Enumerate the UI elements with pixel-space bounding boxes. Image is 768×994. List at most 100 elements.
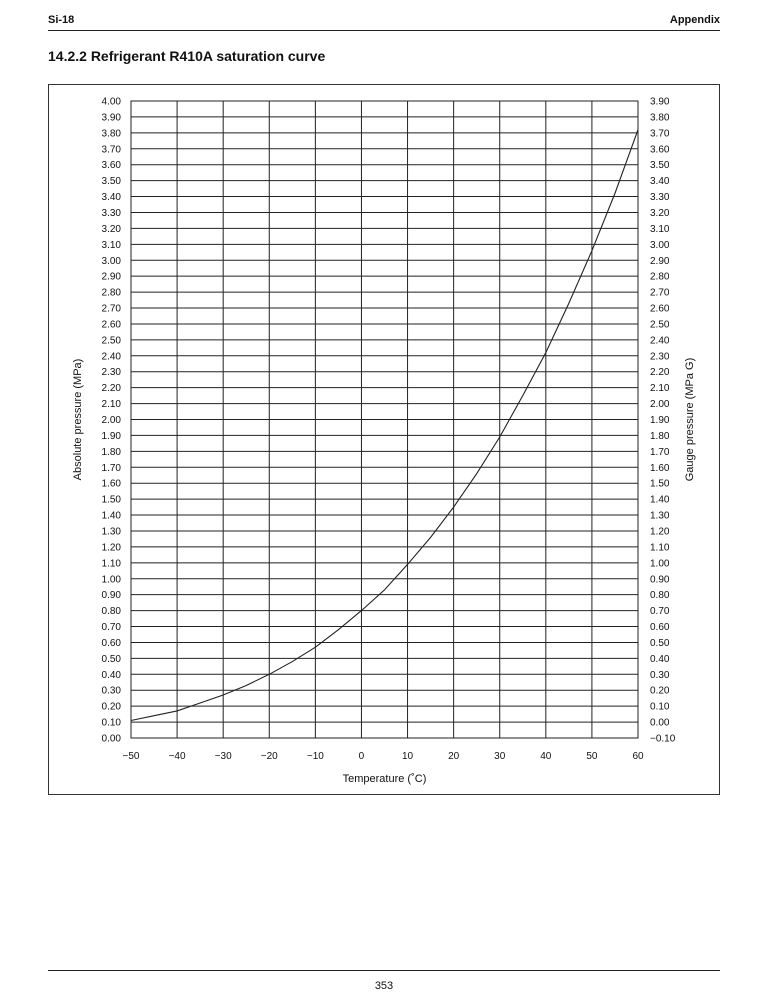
y-tick-label: 2.60 xyxy=(102,319,122,330)
y2-tick-label: 3.90 xyxy=(650,97,670,108)
y2-tick-label: 3.60 xyxy=(650,144,670,155)
y-tick-label: 3.90 xyxy=(102,112,122,123)
y-tick-label: 2.30 xyxy=(102,367,122,378)
y2-tick-label: 1.20 xyxy=(650,526,670,537)
y2-tick-label: 3.40 xyxy=(650,176,670,187)
chart-frame: 0.00 0.10 0.20 0.30 0.40 0.50 0.60 0.70 0.80 0.90… xyxy=(48,84,720,795)
left-axis-tick-labels: 0.00 0.10 0.20 0.30 0.40 0.50 0.60 0.70 0.80 0.90… xyxy=(102,97,122,745)
footer-divider xyxy=(48,970,720,971)
y2-tick-label: 2.50 xyxy=(650,319,670,330)
y-tick-label: 3.10 xyxy=(102,240,122,251)
y-tick-label: 0.40 xyxy=(102,670,122,681)
y2-tick-label: 2.40 xyxy=(650,335,670,346)
y2-tick-label: 1.70 xyxy=(650,447,670,458)
y-tick-label: 2.20 xyxy=(102,383,122,394)
y-tick-label: 3.60 xyxy=(102,160,122,171)
y2-tick-label: 1.80 xyxy=(650,431,670,442)
saturation-chart: 0.00 0.10 0.20 0.30 0.40 0.50 0.60 0.70 0.80 0.90… xyxy=(72,97,696,786)
right-axis-tick-labels: −0.10 0.00 0.10 0.20 0.30 0.40 0.50 0.60 0.70 0.8… xyxy=(650,97,676,745)
y-tick-label: 3.20 xyxy=(102,224,122,235)
y-tick-label: 3.30 xyxy=(102,208,122,219)
y-tick-label: 2.40 xyxy=(102,351,122,362)
y-tick-label: 3.70 xyxy=(102,144,122,155)
y-tick-label: 0.70 xyxy=(102,622,122,633)
y2-tick-label: −0.10 xyxy=(650,734,676,745)
x-tick-label: 20 xyxy=(448,751,460,762)
y-tick-label: 3.00 xyxy=(102,256,122,267)
x-tick-label: −20 xyxy=(261,751,278,762)
y2-tick-label: 2.90 xyxy=(650,256,670,267)
x-tick-label: 60 xyxy=(632,751,644,762)
y-tick-label: 0.20 xyxy=(102,702,122,713)
y2-tick-label: 3.20 xyxy=(650,208,670,219)
y2-tick-label: 1.30 xyxy=(650,511,670,522)
x-tick-label: −50 xyxy=(123,751,140,762)
x-axis-tick-labels: −50 −40 −30 −20 −10 0 10 20 30 40 50 60 xyxy=(123,751,644,762)
y-tick-label: 0.10 xyxy=(102,718,122,729)
x-axis-label: Temperature (˚C) xyxy=(343,773,427,785)
y-tick-label: 0.30 xyxy=(102,686,122,697)
y-tick-label: 1.90 xyxy=(102,431,122,442)
y2-tick-label: 3.10 xyxy=(650,224,670,235)
y-tick-label: 1.30 xyxy=(102,526,122,537)
y-tick-label: 0.50 xyxy=(102,654,122,665)
y-tick-label: 2.10 xyxy=(102,399,122,410)
y-tick-label: 3.40 xyxy=(102,192,122,203)
y-tick-label: 4.00 xyxy=(102,97,122,108)
y2-tick-label: 2.00 xyxy=(650,399,670,410)
saturation-curve xyxy=(130,129,639,722)
header-section-name: Appendix xyxy=(669,14,720,26)
header-doc-code: Si-18 xyxy=(48,14,75,26)
y-tick-label: 1.20 xyxy=(102,542,122,553)
y2-tick-label: 1.40 xyxy=(650,495,670,506)
y-tick-label: 2.50 xyxy=(102,335,122,346)
y-axis-label: Absolute pressure (MPa) xyxy=(72,359,84,481)
y-tick-label: 1.70 xyxy=(102,463,122,474)
y-tick-label: 0.00 xyxy=(102,734,122,745)
y2-tick-label: 0.50 xyxy=(650,638,670,649)
x-tick-label: −40 xyxy=(169,751,186,762)
x-tick-label: 50 xyxy=(586,751,598,762)
y2-tick-label: 3.70 xyxy=(650,128,670,139)
y2-tick-label: 1.90 xyxy=(650,415,670,426)
y-tick-label: 0.90 xyxy=(102,590,122,601)
y-tick-label: 1.80 xyxy=(102,447,122,458)
y2-tick-label: 2.80 xyxy=(650,272,670,283)
y2-tick-label: 1.10 xyxy=(650,542,670,553)
y2-tick-label: 2.20 xyxy=(650,367,670,378)
y-tick-label: 1.00 xyxy=(102,574,122,585)
y-tick-label: 2.00 xyxy=(102,415,122,426)
y-tick-label: 1.60 xyxy=(102,479,122,490)
y-tick-label: 1.40 xyxy=(102,511,122,522)
page-number: 353 xyxy=(374,980,394,992)
y2-tick-label: 3.30 xyxy=(650,192,670,203)
y2-tick-label: 3.00 xyxy=(650,240,670,251)
y-tick-label: 3.50 xyxy=(102,176,122,187)
y-tick-label: 0.80 xyxy=(102,606,122,617)
y-tick-label: 1.50 xyxy=(102,495,122,506)
y2-tick-label: 2.60 xyxy=(650,304,670,315)
x-tick-label: 30 xyxy=(494,751,506,762)
x-tick-label: −30 xyxy=(215,751,232,762)
y2-tick-label: 1.00 xyxy=(650,558,670,569)
y2-tick-label: 3.50 xyxy=(650,160,670,171)
y2-tick-label: 0.20 xyxy=(650,686,670,697)
y2-tick-label: 3.80 xyxy=(650,112,670,123)
y-tick-label: 0.60 xyxy=(102,638,122,649)
x-tick-label: 40 xyxy=(540,751,552,762)
y2-tick-label: 1.50 xyxy=(650,479,670,490)
y2-axis-label: Gauge pressure (MPa G) xyxy=(684,358,696,482)
y2-tick-label: 2.30 xyxy=(650,351,670,362)
y2-tick-label: 1.60 xyxy=(650,463,670,474)
horizontal-gridlines xyxy=(131,100,638,739)
y2-tick-label: 0.90 xyxy=(650,574,670,585)
y2-tick-label: 2.70 xyxy=(650,288,670,299)
y2-tick-label: 0.40 xyxy=(650,654,670,665)
x-tick-label: 10 xyxy=(402,751,414,762)
x-tick-label: 0 xyxy=(359,751,365,762)
section-title: 14.2.2 Refrigerant R410A saturation curv… xyxy=(48,48,326,64)
y2-tick-label: 0.60 xyxy=(650,622,670,633)
y2-tick-label: 0.00 xyxy=(650,718,670,729)
y2-tick-label: 0.10 xyxy=(650,702,670,713)
y2-tick-label: 0.80 xyxy=(650,590,670,601)
